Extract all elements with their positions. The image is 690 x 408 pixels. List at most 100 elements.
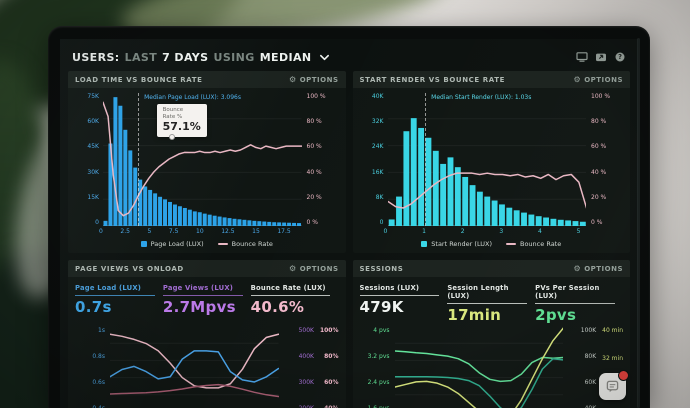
metric-value: 479K <box>359 298 404 316</box>
panel-body: 40K 32K 24K 16K 8K 0 Median Start Render (LUX… <box>353 88 631 253</box>
axis-tick: 80 % <box>306 118 322 126</box>
metric-rule <box>359 295 440 296</box>
axis-tick: 40 % <box>591 168 607 176</box>
axis-tick: 45K <box>87 143 99 151</box>
monitor: USERS: LAST 7 DAYS USING MEDIAN ? LOAD TIME … <box>48 26 650 408</box>
legend-bounce-rate[interactable]: Bounce Rate <box>217 240 273 248</box>
chart-canvas <box>388 92 587 226</box>
metric-value: 2pvs <box>535 306 577 324</box>
axis-tick: 80% <box>324 353 339 360</box>
axis-tick: 5 <box>147 228 152 235</box>
metric-page-views: Page Views (LUX) 2.7Mpvs <box>162 284 251 326</box>
line-series <box>395 351 564 381</box>
panel-title: START RENDER VS BOUNCE RATE <box>359 75 506 84</box>
axis-tick: 300K <box>298 379 314 386</box>
axis-tick: 60 % <box>591 143 607 151</box>
axis-tick: 40% <box>324 405 338 408</box>
display-icon[interactable] <box>576 52 588 62</box>
legend-swatch <box>506 243 516 245</box>
metric-label: Sessions (LUX) <box>359 284 420 292</box>
svg-text:?: ? <box>618 53 622 61</box>
legend-bounce-rate[interactable]: Bounce Rate <box>506 240 561 248</box>
axis-tick: 60K <box>584 379 597 386</box>
metric-value: 2.7Mpvs <box>162 298 236 316</box>
metric-label: Page Load (LUX) <box>75 284 142 292</box>
panel-grid: LOAD TIME VS BOUNCE RATE ⚙ OPTIONS 75K 60K… <box>68 71 630 408</box>
dashboard-header: USERS: LAST 7 DAYS USING MEDIAN ? <box>68 45 630 69</box>
axis-tick: 15K <box>87 193 99 201</box>
axis-tick: 2 <box>460 228 465 235</box>
axis-tick: 100K <box>580 327 597 334</box>
axis-tick: 10 <box>196 228 204 235</box>
median-marker-label: Median Page Load (LUX): 3.096s <box>144 94 242 101</box>
metric-label: PVs Per Session (LUX) <box>535 284 600 300</box>
load-time-chart[interactable]: Bounce Rate % 57.1% Median Page Load (LU… <box>103 92 302 226</box>
axis-tick: 2.5 <box>120 228 130 235</box>
header-median-label: MEDIAN <box>259 50 312 64</box>
panel-body: 75K 60K 45K 30K 15K 0 Bounce Rate % 57.1% Med… <box>68 88 346 253</box>
notification-badge <box>618 370 629 381</box>
axis-tick: 32 min <box>602 355 623 363</box>
bars-series <box>388 118 586 226</box>
y-axis-right: 500K 400K 300K 200K 100% 80% 60% 40% <box>279 326 339 408</box>
axis-tick: 5 <box>576 228 581 235</box>
axis-tick: 32K <box>371 118 384 126</box>
legend-start-render[interactable]: Start Render (LUX) <box>421 240 492 248</box>
dashboard-screen: USERS: LAST 7 DAYS USING MEDIAN ? LOAD TIME … <box>60 39 638 408</box>
axis-tick: 1s <box>98 327 105 334</box>
metric-session-length: Session Length (LUX) 17min <box>447 284 535 326</box>
axis-tick: 0.4s <box>92 405 105 408</box>
y-axis-left: 4 pvs 3.2 pvs 2.4 pvs 1.6 pvs <box>360 326 395 408</box>
start-render-chart[interactable]: Median Start Render (LUX): 1.03s <box>388 92 587 226</box>
line-series <box>110 334 279 388</box>
page-views-chart[interactable] <box>110 326 279 408</box>
chat-button[interactable] <box>599 370 629 400</box>
help-icon[interactable]: ? <box>614 52 626 62</box>
y-axis-left: 1s 0.8s 0.6s 0.4s <box>75 326 110 408</box>
metric-pvs-per-session: PVs Per Session (LUX) 2pvs <box>535 284 623 326</box>
panel-page-views-vs-onload: PAGE VIEWS VS ONLOAD ⚙ OPTIONS Page Load … <box>68 260 346 408</box>
median-marker-label: Median Start Render (LUX): 1.03s <box>431 94 532 101</box>
axis-tick: 0.6s <box>92 379 105 386</box>
y-axis-bounce: 100% 80% 60% 40% <box>320 326 339 408</box>
axis-tick: 500K <box>298 327 314 334</box>
panel-header: LOAD TIME VS BOUNCE RATE ⚙ OPTIONS <box>68 71 346 88</box>
panel-load-time-vs-bounce-rate: LOAD TIME VS BOUNCE RATE ⚙ OPTIONS 75K 60K… <box>68 71 346 253</box>
axis-tick: 30K <box>87 168 99 176</box>
median-marker-line <box>425 93 427 226</box>
axis-tick: 2.4 pvs <box>367 379 390 386</box>
metric-sessions: Sessions (LUX) 479K <box>359 284 448 326</box>
axis-tick: 100 % <box>591 93 611 100</box>
panel-start-render-vs-bounce-rate: START RENDER VS BOUNCE RATE ⚙ OPTIONS 40K… <box>352 71 631 253</box>
line-series <box>395 359 564 408</box>
metric-rule <box>535 303 615 304</box>
chevron-down-icon[interactable] <box>319 52 330 63</box>
panel-header: PAGE VIEWS VS ONLOAD ⚙ OPTIONS <box>68 260 346 277</box>
options-button[interactable]: ⚙ OPTIONS <box>289 263 339 273</box>
options-button[interactable]: ⚙ OPTIONS <box>289 74 339 84</box>
options-button[interactable]: ⚙ OPTIONS <box>573 74 623 84</box>
axis-tick: 24K <box>371 143 384 151</box>
axis-tick: 100% <box>319 327 339 334</box>
tooltip-value: 57.1% <box>162 120 201 134</box>
sessions-chart[interactable] <box>395 326 564 408</box>
axis-tick: 40K <box>371 93 384 100</box>
line-series <box>103 102 302 215</box>
axis-tick: 4 pvs <box>373 327 390 334</box>
axis-tick: 60K <box>87 118 99 126</box>
date-range-dropdown[interactable]: USERS: LAST 7 DAYS USING MEDIAN <box>72 51 317 64</box>
options-button[interactable]: ⚙ OPTIONS <box>573 263 623 273</box>
metric-label: Session Length (LUX) <box>447 284 509 300</box>
share-icon[interactable] <box>595 52 607 62</box>
metric-rule <box>447 303 528 304</box>
header-users-label: USERS: <box>72 50 120 64</box>
metric-value: 17min <box>447 306 502 324</box>
axis-tick: 200K <box>299 405 314 408</box>
legend-page-load[interactable]: Page Load (LUX) <box>140 240 204 248</box>
x-axis: 0 1 2 3 4 5 <box>384 226 592 237</box>
axis-tick: 100 % <box>306 93 326 100</box>
axis-tick: 20 % <box>591 193 607 201</box>
panel-body: Sessions (LUX) 479K Session Length (LUX)… <box>353 277 631 408</box>
axis-tick: 40K <box>585 405 597 408</box>
